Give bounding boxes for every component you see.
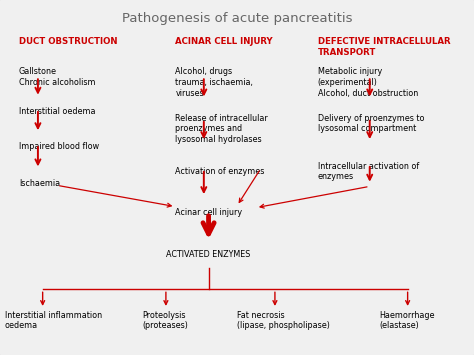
Text: Pathogenesis of acute pancreatitis: Pathogenesis of acute pancreatitis (122, 12, 352, 26)
Text: DEFECTIVE INTRACELLULAR
TRANSPORT: DEFECTIVE INTRACELLULAR TRANSPORT (318, 37, 450, 57)
Text: Interstitial oedema: Interstitial oedema (19, 106, 95, 115)
Text: Alcohol, drugs
trauma, ischaemia,
viruses: Alcohol, drugs trauma, ischaemia, viruse… (175, 67, 253, 98)
Text: ACINAR CELL INJURY: ACINAR CELL INJURY (175, 37, 273, 46)
Text: Impaired blood flow: Impaired blood flow (19, 142, 99, 151)
Text: DUCT OBSTRUCTION: DUCT OBSTRUCTION (19, 37, 118, 46)
Text: Metabolic injury
(experimental)
Alcohol, duct obstruction: Metabolic injury (experimental) Alcohol,… (318, 67, 418, 98)
Text: Acinar cell injury: Acinar cell injury (175, 208, 242, 217)
Text: Intracellular activation of
enzymes: Intracellular activation of enzymes (318, 162, 419, 181)
Text: Delivery of proenzymes to
lysosomal compartment: Delivery of proenzymes to lysosomal comp… (318, 114, 424, 133)
Text: Interstitial inflammation
oedema: Interstitial inflammation oedema (5, 311, 102, 331)
Text: Haemorrhage
(elastase): Haemorrhage (elastase) (379, 311, 435, 331)
Text: Ischaemia: Ischaemia (19, 179, 60, 188)
Text: Release of intracellular
proenzymes and
lysosomal hydrolases: Release of intracellular proenzymes and … (175, 114, 268, 144)
Text: ACTIVATED ENZYMES: ACTIVATED ENZYMES (166, 250, 251, 259)
Text: Gallstone
Chronic alcoholism: Gallstone Chronic alcoholism (19, 67, 95, 87)
Text: Fat necrosis
(lipase, phospholipase): Fat necrosis (lipase, phospholipase) (237, 311, 330, 331)
Text: Proteolysis
(proteases): Proteolysis (proteases) (142, 311, 188, 331)
Text: Activation of enzymes: Activation of enzymes (175, 167, 265, 176)
